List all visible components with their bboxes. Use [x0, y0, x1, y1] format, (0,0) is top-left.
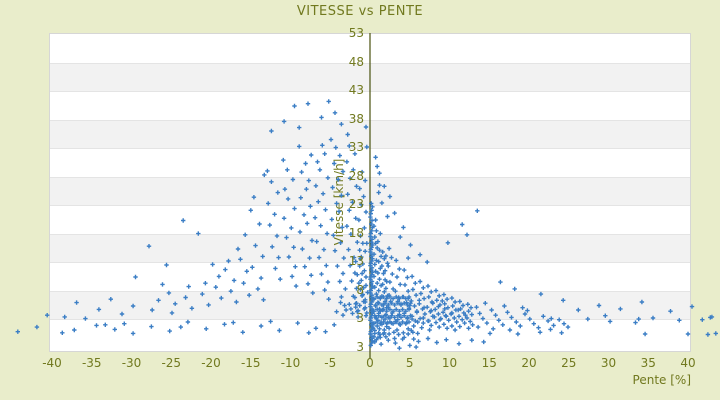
x-tick-label: -10 [280, 356, 301, 370]
x-axis-title: Pente [%] [632, 373, 691, 387]
y-tick-label: 28 [348, 168, 364, 183]
x-tick-label: -20 [201, 356, 221, 370]
x-tick-label: 10 [441, 356, 458, 370]
y-axis-end-label: 3 [356, 340, 364, 354]
x-tick-label: -30 [121, 356, 142, 370]
y-tick-label: 48 [348, 54, 364, 69]
y-tick-label: 13 [348, 254, 364, 268]
x-tick-label: 35 [640, 356, 656, 370]
chart-title: VITESSE vs PENTE [296, 4, 424, 19]
x-tick-label: 30 [600, 356, 617, 370]
y-tick-label: 53 [348, 26, 364, 40]
scatter-points [15, 99, 718, 351]
y-tick-label: 23 [348, 197, 364, 211]
y-tick-label: 38 [348, 111, 364, 126]
x-tick-label: 40 [680, 356, 696, 370]
y-tick-label: 33 [348, 140, 364, 154]
x-tick-label: -35 [81, 356, 102, 370]
x-tick-label: -5 [324, 356, 337, 370]
x-tick-label: 0 [366, 356, 374, 370]
x-tick-label: -25 [161, 356, 182, 370]
x-tick-label: -15 [240, 356, 261, 370]
x-tick-label: -40 [42, 356, 62, 370]
x-tick-label: 25 [561, 356, 577, 370]
x-tick-label: 15 [481, 356, 497, 370]
y-tick-label: 18 [348, 225, 364, 240]
y-tick-label: 43 [348, 83, 364, 97]
y-tick-label: 8 [356, 282, 364, 297]
x-tick-label: 5 [405, 356, 414, 370]
y-tick-label: 3 [356, 311, 364, 325]
x-tick-label: 20 [521, 356, 537, 370]
